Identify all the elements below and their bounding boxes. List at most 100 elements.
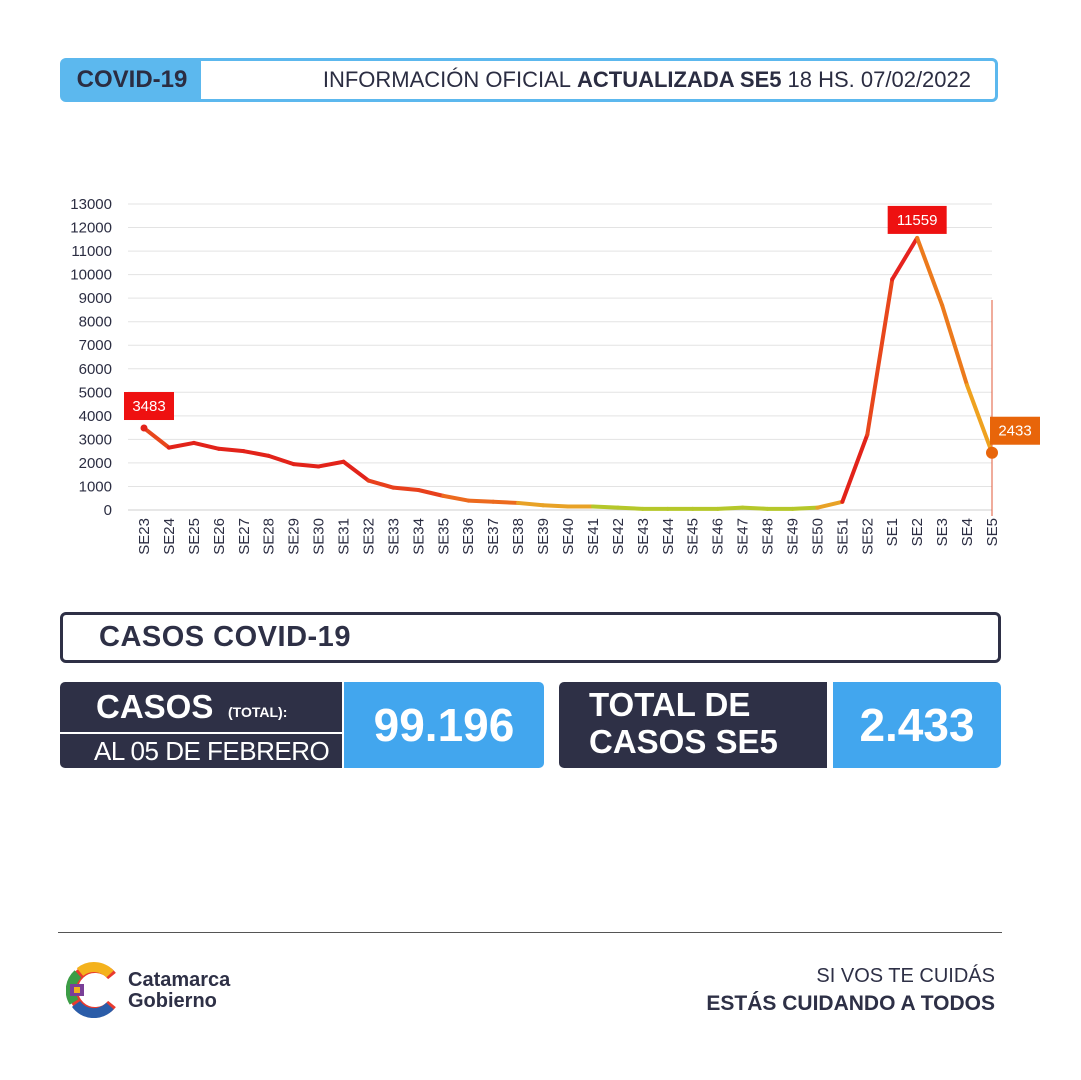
series-line-segment [890, 235, 920, 282]
y-tick-label: 5000 [79, 384, 112, 401]
series-line-segment [166, 440, 196, 450]
footer-divider [58, 932, 1002, 933]
data-label: 11559 [897, 212, 938, 229]
data-label-box [887, 205, 947, 234]
x-tick-label: SE27 [236, 518, 253, 555]
data-label: 2433 [998, 423, 1031, 440]
total-se5-value: 2.433 [833, 682, 1001, 768]
data-point [140, 424, 148, 432]
x-tick-label: SE34 [410, 518, 427, 555]
y-tick-label: 11000 [71, 243, 112, 260]
x-tick-label: SE42 [610, 518, 627, 555]
total-se5-label: TOTAL DE CASOS SE5 [589, 686, 809, 760]
logo-text: Catamarca Gobierno [128, 970, 230, 1012]
series-line-segment [516, 500, 546, 508]
x-tick-label: SE50 [809, 518, 826, 555]
y-tick-label: 1000 [79, 478, 112, 495]
x-tick-label: SE3 [934, 518, 951, 546]
casos-sub-label: (TOTAL): [228, 704, 288, 720]
series-line-segment [241, 449, 271, 458]
y-tick-label: 12000 [70, 220, 112, 237]
series-line-segment [191, 440, 221, 451]
header-info-pre: INFORMACIÓN OFICIAL [322, 67, 571, 92]
x-tick-label: SE44 [660, 518, 677, 555]
series-line-segment [316, 459, 346, 469]
x-tick-label: SE1 [884, 518, 901, 546]
series-line-segment [466, 498, 496, 504]
y-tick-label: 9000 [79, 290, 112, 307]
series-line-segment [266, 453, 296, 467]
data-label-box [124, 392, 174, 421]
logo-text-line1: Catamarca [128, 969, 231, 991]
series-line-segment [216, 446, 246, 454]
series-line-segment [291, 462, 321, 469]
series-line-segment [915, 235, 945, 308]
x-tick-label: SE26 [211, 518, 228, 555]
x-tick-label: SE40 [560, 518, 577, 555]
x-tick-label: SE28 [261, 518, 278, 555]
y-tick-label: 8000 [79, 314, 112, 331]
y-tick-label: 3000 [79, 431, 112, 448]
header-bar: COVID-19 INFORMACIÓN OFICIAL ACTUALIZADA… [60, 58, 998, 102]
series-line-segment [790, 505, 820, 511]
y-tick-label: 4000 [79, 408, 112, 425]
series-line-segment [715, 505, 745, 511]
casos-label: CASOS [96, 688, 214, 725]
x-tick-label: SE31 [336, 518, 353, 555]
y-tick-label: 13000 [70, 196, 112, 213]
cases-line-chart: 0 1000 2000 3000 4000 5000 6000 7000 8000 9000 100… [70, 196, 1040, 555]
series-line-segment [815, 499, 845, 510]
section-box: CASOS COVID-19 [60, 612, 1001, 663]
y-tick-label: 0 [104, 502, 112, 519]
x-tick-label: SE25 [186, 518, 203, 555]
data-point [986, 446, 998, 459]
x-tick-label: SE29 [286, 518, 303, 555]
slogan-line2: ESTÁS CUIDANDO A TODOS [706, 992, 995, 1015]
y-tick-label: 6000 [79, 361, 112, 378]
series-line-segment [341, 459, 371, 483]
x-tick-label: SE52 [859, 518, 876, 555]
x-tick-label: SE24 [161, 518, 178, 555]
covid-badge: COVID-19 [63, 61, 201, 99]
x-tick-label: SE38 [510, 518, 527, 555]
x-tick-label: SE45 [685, 518, 702, 555]
x-tick-label: SE35 [435, 518, 452, 555]
x-tick-label: SE5 [984, 518, 1001, 546]
total-se5-label-line1: TOTAL DE [589, 686, 751, 723]
header-info-bold: ACTUALIZADA SE5 [576, 67, 782, 92]
series-line-segment [366, 478, 396, 490]
casos-total-value: 99.196 [344, 682, 544, 768]
slogan-line1: SI VOS TE CUIDÁS [816, 965, 995, 987]
series-line-segment [740, 505, 770, 511]
series-line-segment [491, 499, 521, 505]
x-tick-label: SE51 [834, 518, 851, 555]
x-tick-label: SE4 [959, 518, 976, 546]
casos-divider [60, 732, 342, 734]
casos-total-label-box: CASOS (TOTAL): AL 05 DE FEBRERO [60, 682, 342, 768]
x-tick-label: SE46 [710, 518, 727, 555]
total-se5-label-box: TOTAL DE CASOS SE5 [559, 682, 827, 768]
x-tick-label: SE39 [535, 518, 552, 555]
y-tick-label: 2000 [79, 455, 112, 472]
catamarca-logo-icon [66, 962, 116, 1018]
logo-text-line2: Gobierno [128, 990, 217, 1012]
x-tick-label: SE49 [784, 518, 801, 555]
series-line-segment [965, 383, 994, 455]
x-tick-label: SE48 [760, 518, 777, 555]
total-se5-label-line2: CASOS SE5 [589, 723, 778, 760]
series-line-segment [391, 485, 421, 492]
y-tick-label: 7000 [79, 337, 112, 354]
data-label: 3483 [132, 398, 165, 415]
data-label-box [990, 416, 1040, 445]
x-tick-label: SE2 [909, 518, 926, 546]
section-title: CASOS COVID-19 [99, 621, 351, 653]
header-info-post: 18 HS. 07/02/2022 [787, 67, 971, 92]
series-line-segment [416, 487, 446, 498]
casos-date: AL 05 DE FEBRERO [94, 736, 330, 766]
header-info: INFORMACIÓN OFICIAL ACTUALIZADA SE5 18 H… [323, 61, 971, 99]
x-tick-label: SE33 [385, 518, 402, 555]
series-line-segment [865, 277, 895, 437]
x-tick-label: SE32 [360, 518, 377, 555]
series-line-segment [441, 493, 471, 503]
series-line-segment [840, 432, 870, 504]
